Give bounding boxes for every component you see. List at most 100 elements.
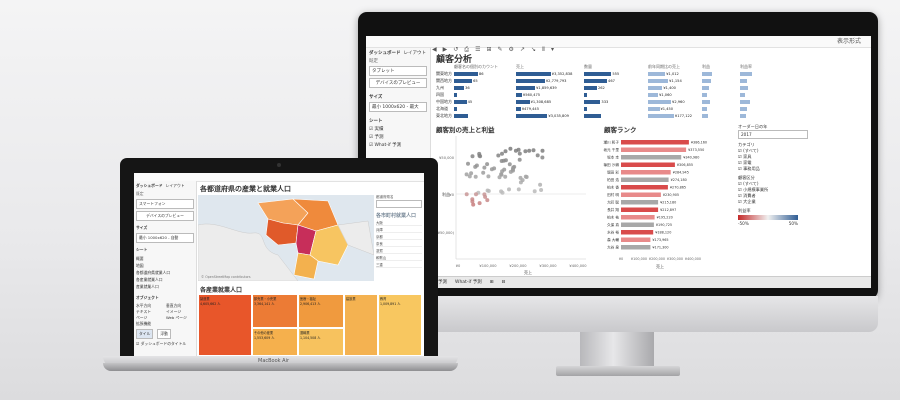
profit-ratio-legend[interactable] bbox=[738, 215, 798, 220]
municipality-item[interactable]: 京都 bbox=[376, 233, 422, 240]
scatter-point[interactable] bbox=[503, 149, 508, 154]
object-item[interactable]: Web ページ bbox=[166, 315, 187, 320]
sheet-item[interactable]: 各都道府県就業人口 bbox=[136, 270, 194, 276]
scatter-point[interactable] bbox=[500, 190, 505, 195]
municipality-item[interactable]: 奈良 bbox=[376, 240, 422, 247]
sheet-item[interactable]: 産業就業人口 bbox=[136, 284, 194, 290]
scatter-point[interactable] bbox=[482, 165, 487, 170]
rank-bar[interactable] bbox=[621, 162, 675, 168]
treemap-cell[interactable]: 教育 1,009,891 人 bbox=[378, 294, 422, 356]
scatter-point[interactable] bbox=[470, 154, 475, 159]
scatter-point[interactable] bbox=[517, 151, 522, 156]
scatter-point[interactable] bbox=[538, 182, 543, 187]
show-title-checkbox[interactable]: ☑ ダッシュボードのタイトル bbox=[136, 341, 187, 346]
toolbar-button[interactable]: Ⅱ bbox=[542, 46, 545, 53]
scatter-point[interactable] bbox=[523, 174, 528, 179]
scatter-point[interactable] bbox=[539, 188, 544, 192]
segment-option[interactable]: ☑ 小規模事業所 bbox=[738, 187, 769, 192]
scatter-point[interactable] bbox=[481, 170, 486, 175]
tab-dashboard[interactable]: ダッシュボード bbox=[136, 183, 163, 188]
rank-bar[interactable] bbox=[621, 170, 671, 175]
scatter-point[interactable] bbox=[503, 174, 508, 179]
device-select[interactable]: スマートフォン bbox=[136, 199, 194, 209]
rank-bar[interactable] bbox=[621, 147, 687, 153]
toolbar-button[interactable]: ☰ bbox=[475, 46, 481, 53]
toolbar-button[interactable]: ▶ bbox=[442, 46, 448, 53]
device-preview-button[interactable]: デバイスのプレビュー bbox=[136, 211, 194, 221]
scatter-point[interactable] bbox=[469, 171, 474, 176]
sheet-item[interactable]: 各産業就業人口 bbox=[136, 277, 194, 283]
rank-bar[interactable] bbox=[621, 215, 655, 220]
municipality-item[interactable]: 滋賀 bbox=[376, 247, 422, 254]
treemap-cell[interactable]: 運輸業 1,104,508 人 bbox=[298, 328, 344, 356]
scatter-point[interactable] bbox=[474, 192, 478, 197]
scatter-point[interactable] bbox=[540, 155, 545, 160]
scatter-point[interactable] bbox=[482, 192, 487, 197]
scatter-point[interactable] bbox=[511, 168, 515, 173]
toolbar-button[interactable]: ⚙ bbox=[508, 46, 514, 53]
device-select[interactable]: タブレット bbox=[369, 66, 427, 76]
category-option[interactable]: ☑ 事務用品 bbox=[738, 166, 760, 171]
scatter-point[interactable] bbox=[485, 198, 490, 203]
sheet-item-whatif[interactable]: ☑ What-if 予測 bbox=[369, 143, 402, 148]
scatter-point[interactable] bbox=[467, 174, 472, 179]
rank-bar[interactable] bbox=[621, 140, 689, 145]
toolbar-button[interactable]: ↗ bbox=[519, 46, 525, 53]
object-item[interactable]: 垂直方向 bbox=[166, 303, 182, 308]
scatter-point[interactable] bbox=[464, 172, 469, 177]
scatter-point[interactable] bbox=[486, 174, 491, 179]
scatter-point[interactable] bbox=[485, 162, 490, 167]
object-item[interactable]: テキスト bbox=[136, 309, 152, 314]
rank-bar[interactable] bbox=[621, 177, 669, 183]
scatter-point[interactable] bbox=[474, 163, 479, 168]
size-select[interactable]: 最小 1000x620 - 自動 bbox=[136, 233, 194, 243]
scatter-point[interactable] bbox=[527, 148, 532, 153]
tiled-button[interactable]: タイル bbox=[136, 329, 154, 339]
toolbar-button[interactable]: ◀ bbox=[432, 46, 437, 53]
rank-bar[interactable] bbox=[621, 155, 682, 160]
scatter-point[interactable] bbox=[497, 175, 502, 180]
sheet-item-actual[interactable]: ☑ 実績 bbox=[369, 127, 384, 132]
treemap-cell[interactable]: 医療・福祉 2,906,413 人 bbox=[298, 294, 344, 328]
scatter-point[interactable] bbox=[499, 172, 504, 177]
scatter-point[interactable] bbox=[507, 187, 511, 192]
scatter-point[interactable] bbox=[516, 187, 521, 192]
prefecture-filter-select[interactable] bbox=[376, 200, 422, 208]
object-item[interactable]: ページ bbox=[136, 315, 148, 320]
scatter-point[interactable] bbox=[477, 201, 482, 206]
scatter-point[interactable] bbox=[501, 158, 506, 163]
scatter-point[interactable] bbox=[531, 148, 536, 153]
treemap-cell[interactable]: 卸売業・小売業 3,364,141 人 bbox=[252, 294, 298, 328]
toolbar-button[interactable]: ↺ bbox=[453, 46, 459, 53]
municipality-item[interactable]: 大阪 bbox=[376, 219, 422, 226]
tab-layout[interactable]: レイアウト bbox=[165, 183, 185, 188]
tab-dashboard[interactable]: ダッシュボード bbox=[369, 51, 401, 56]
scatter-point[interactable] bbox=[496, 153, 501, 158]
rank-bar[interactable] bbox=[621, 222, 654, 228]
toolbar-button[interactable]: ⊞ bbox=[486, 46, 492, 53]
rank-bar[interactable] bbox=[621, 245, 651, 250]
object-item[interactable]: 水平方向 bbox=[136, 303, 152, 308]
floating-button[interactable]: 浮動 bbox=[157, 329, 171, 339]
sheet-item[interactable]: 地図 bbox=[136, 263, 194, 269]
municipality-item[interactable]: 三重 bbox=[376, 261, 422, 268]
treemap-cell[interactable]: 建設業 bbox=[344, 294, 378, 356]
scatter-point[interactable] bbox=[523, 149, 528, 154]
scatter-point[interactable] bbox=[477, 151, 482, 156]
segment-option[interactable]: ☑ (すべて) bbox=[738, 181, 759, 186]
category-option[interactable]: ☑ (すべて) bbox=[738, 148, 759, 153]
sheet-item[interactable]: 概要 bbox=[136, 256, 194, 262]
category-option[interactable]: ☑ 家具 bbox=[738, 154, 752, 159]
sheet-item-forecast[interactable]: ☑ 予測 bbox=[369, 135, 384, 140]
sheet-tab[interactable]: What-if 予測 bbox=[455, 280, 482, 285]
toolbar-button[interactable]: ✎ bbox=[497, 46, 503, 53]
scatter-point[interactable] bbox=[464, 192, 469, 197]
scatter-point[interactable] bbox=[502, 167, 507, 172]
toolbar-button[interactable]: ⎙ bbox=[464, 46, 470, 53]
scatter-point[interactable] bbox=[470, 199, 475, 204]
show-me-button[interactable]: 表示形式 bbox=[836, 38, 861, 45]
scatter-point[interactable] bbox=[508, 146, 513, 151]
sheet-tab[interactable]: 予測 bbox=[438, 280, 447, 285]
category-option[interactable]: ☑ 家電 bbox=[738, 160, 752, 165]
rank-bar[interactable] bbox=[621, 200, 659, 205]
